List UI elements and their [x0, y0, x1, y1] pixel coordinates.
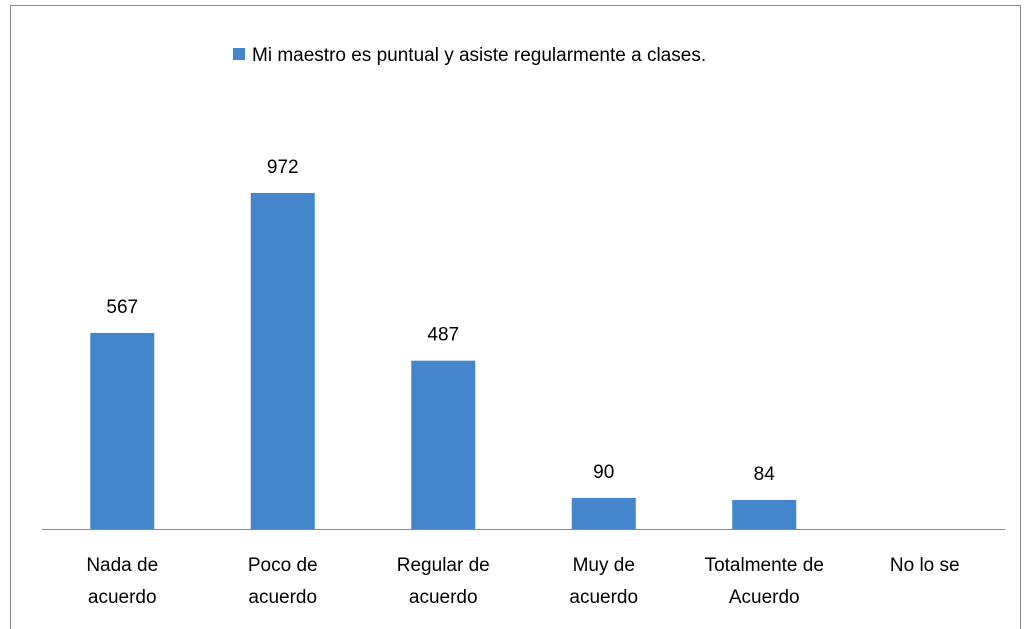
bar: [250, 193, 315, 529]
data-label: 90: [593, 462, 614, 483]
legend-label: Mi maestro es puntual y asiste regularme…: [252, 45, 706, 66]
bar: [571, 497, 636, 529]
chart-frame: [10, 5, 1021, 629]
x-tick-label: No lo se: [889, 555, 960, 576]
data-label: 487: [427, 325, 459, 346]
bar: [90, 333, 155, 529]
legend-swatch: [233, 48, 245, 60]
x-tick-label: Muy de acuerdo: [569, 555, 639, 608]
x-tick-label: Nada de acuerdo: [86, 555, 159, 608]
x-tick-label: Totalmente de Acuerdo: [704, 555, 824, 608]
data-label: 972: [267, 157, 299, 178]
data-label: 84: [754, 464, 776, 485]
x-tick-label: Regular de acuerdo: [396, 555, 490, 608]
bar: [732, 499, 797, 529]
bar: [411, 360, 476, 529]
x-tick-label: Poco de acuerdo: [247, 555, 318, 608]
data-label: 567: [106, 297, 138, 318]
